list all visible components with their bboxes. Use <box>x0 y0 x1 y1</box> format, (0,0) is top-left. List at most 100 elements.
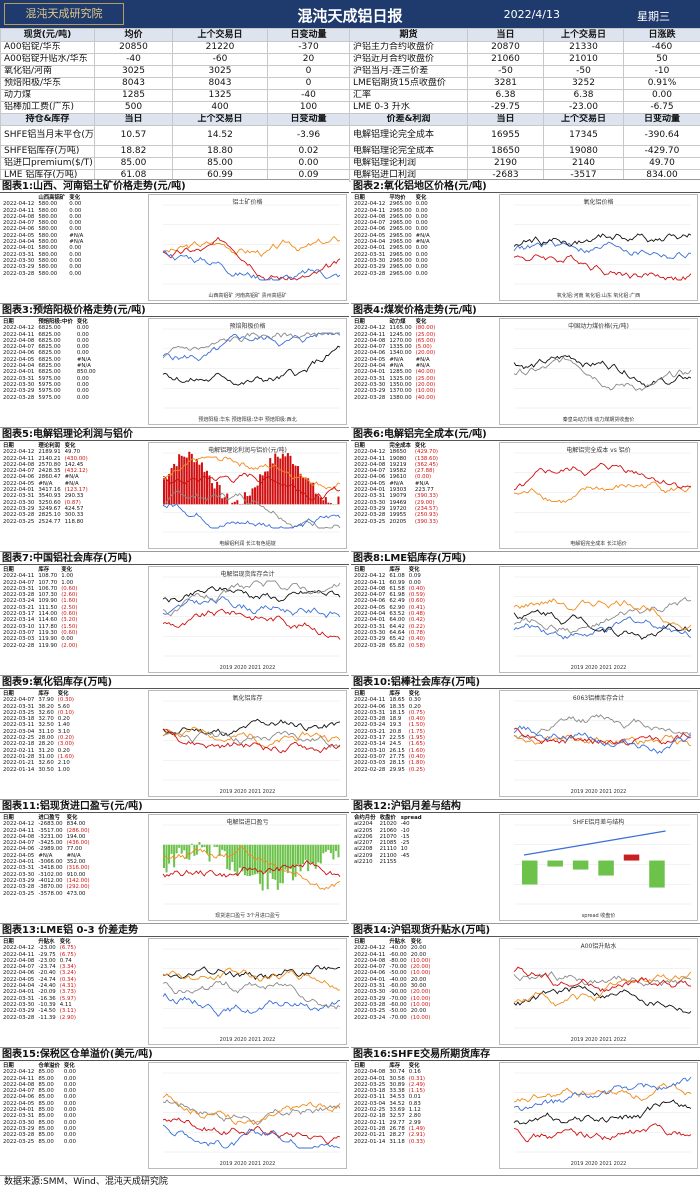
table-cell: 2022-03-28 <box>352 512 387 518</box>
series-line <box>163 333 340 358</box>
table-cell: 0.00 <box>75 395 98 401</box>
table-cell: 2022-04-11 <box>1 456 36 462</box>
table-cell: 2022-03-28 <box>1 512 36 518</box>
table-cell: 2022-04-11 <box>352 697 387 703</box>
table-cell: 2022-01-21 <box>352 1132 387 1138</box>
panel-title: 图表3:预焙阳极价格走势(元/吨) <box>0 304 349 317</box>
table-cell: 2022-04-01 <box>352 1076 387 1082</box>
chart-legend: 氧化铝:河南 氧化铝:山东 氧化铝:广西 <box>500 292 697 299</box>
table-cell: 2189.91 <box>36 449 62 455</box>
chart-canvas <box>500 939 697 1044</box>
table-cell: 电解铝理论完全成本 <box>350 146 468 158</box>
bar-mark <box>193 462 195 504</box>
table-cell: 0.00 <box>62 1132 78 1138</box>
panel-title: 图表6:电解铝完全成本(元/吨) <box>351 428 700 441</box>
table-cell: (2.91) <box>407 1132 427 1138</box>
panel-title: 图表10:铝棒社会库存(万吨) <box>351 676 700 689</box>
table-cell: 2022-04-08 <box>352 1069 387 1075</box>
panel-title: 图表16:SHFE交易所期货库存 <box>351 1048 700 1061</box>
table-cell: 2022-03-28 <box>352 271 387 277</box>
table-cell: 2022-04-11 <box>1 828 36 834</box>
bar-mark <box>330 503 332 504</box>
bar-mark <box>236 500 238 504</box>
header-cell: 上个交易日 <box>544 114 624 126</box>
bar-mark <box>267 845 269 890</box>
header-cell: 日变动量 <box>268 29 350 42</box>
table-cell: 2022-04-06 <box>1 350 36 356</box>
header-cell: 上个交易日 <box>544 29 624 42</box>
table-cell: (80.00) <box>414 325 438 331</box>
table-cell: 动力煤 <box>1 90 95 102</box>
bar-mark <box>294 466 296 505</box>
table-cell: 2022-04-12 <box>1 449 36 455</box>
table-cell: 预焙阳极/华东 <box>1 78 95 90</box>
table-row: 2022-04-06-50.00(10.00) <box>352 970 432 976</box>
table-cell: (1.50) <box>407 722 427 728</box>
table-cell: 0.00 <box>62 1139 78 1145</box>
table-cell: 2022-01-14 <box>352 1139 387 1145</box>
bar-mark <box>262 845 264 891</box>
bar-mark <box>244 492 246 504</box>
table-cell: 14.52 <box>173 126 268 146</box>
table-cell: 2022-03-29 <box>352 388 387 394</box>
table-cell: 62.49 <box>387 598 406 604</box>
bar-mark <box>216 482 218 505</box>
table-cell: 2022-03-28 <box>352 395 387 401</box>
table-cell: (138.60) <box>413 456 440 462</box>
bar-mark <box>178 845 180 848</box>
table-cell: 65.42 <box>387 636 406 642</box>
table-cell: 电解铝理论完全成本 <box>350 126 468 146</box>
table-cell: 60.99 <box>387 580 406 586</box>
table-cell: -10 <box>624 66 700 78</box>
table-cell: 3025 <box>95 66 173 78</box>
table-cell: 21060 <box>468 54 544 66</box>
table-cell: -429.70 <box>624 146 700 158</box>
bar-mark <box>176 466 178 504</box>
bar-mark <box>188 452 190 505</box>
table-cell: 1245.00 <box>387 332 413 338</box>
table-cell: 2022-04-06 <box>352 970 387 976</box>
panel-title: 图表7:中国铝社会库存(万吨) <box>0 552 349 565</box>
bar-mark <box>209 475 211 504</box>
bar-mark <box>252 845 254 875</box>
header-cell: 期货 <box>350 29 468 42</box>
bar-mark <box>287 845 289 873</box>
chart-title: 电解铝现货库存合计 <box>149 569 346 578</box>
table-cell: (10.00) <box>409 1015 433 1021</box>
table-row: 2022-03-30-90.00(20.00) <box>352 989 432 995</box>
table-cell: 2022-04-12 <box>1 1069 36 1075</box>
bar-mark <box>214 489 216 505</box>
chart-canvas <box>500 319 697 424</box>
chart-canvas <box>149 195 346 300</box>
table-cell: 21110 <box>378 846 399 852</box>
table-cell: 400 <box>173 102 268 114</box>
bar-mark <box>300 474 302 505</box>
bar-mark <box>231 503 233 505</box>
bar-mark <box>294 845 296 877</box>
spot-futures-table: 现货(元/吨) 均价 上个交易日 日变动量 期货 当日 上个交易日 日涨跌 A0… <box>0 28 700 182</box>
chart-title: SHFE铝月差与结构 <box>500 817 697 826</box>
table-cell: 2022-04-11 <box>352 208 387 214</box>
table-cell: 2022-04-11 <box>352 332 387 338</box>
table-cell: 2140.21 <box>36 456 62 462</box>
chart-legend: 2019 2020 2021 2022 <box>149 1037 346 1043</box>
table-cell: 汇率 <box>350 90 468 102</box>
